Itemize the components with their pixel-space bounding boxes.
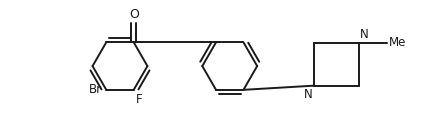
Text: N: N [304, 88, 313, 101]
Text: N: N [360, 28, 369, 41]
Text: Br: Br [89, 83, 102, 96]
Text: O: O [129, 8, 138, 21]
Text: Me: Me [388, 36, 406, 49]
Text: F: F [136, 93, 142, 106]
